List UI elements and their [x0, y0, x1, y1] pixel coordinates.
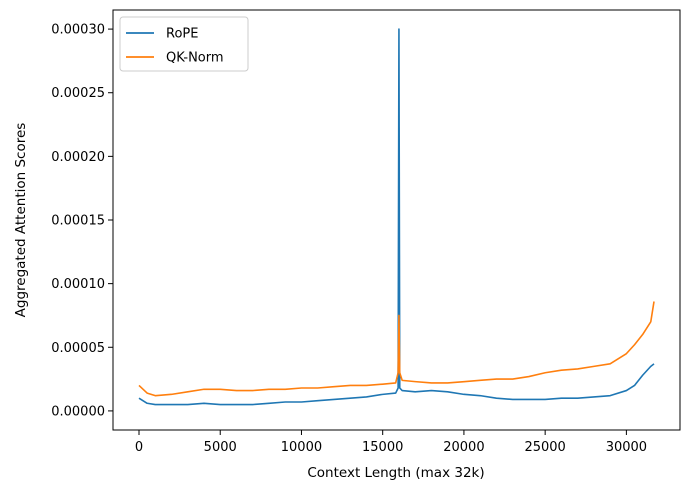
y-tick-label: 0.00015	[51, 214, 105, 229]
y-axis-ticks: 0.00000 0.00005 0.00010 0.00015 0.00020 0.000…	[51, 23, 113, 419]
x-tick-label: 10000	[281, 440, 322, 455]
x-tick-label: 0	[135, 440, 143, 455]
x-tick-label: 25000	[524, 440, 565, 455]
y-tick-label: 0.00030	[51, 23, 105, 38]
legend-label-0: RoPE	[166, 27, 198, 42]
legend: RoPE QK-Norm	[119, 16, 249, 72]
x-tick-label: 15000	[362, 440, 403, 455]
x-tick-label: 20000	[443, 440, 484, 455]
y-tick-label: 0.00025	[51, 86, 105, 101]
plot-lines	[138, 28, 655, 406]
series-line-0	[138, 28, 655, 406]
y-tick-label: 0.00000	[51, 404, 105, 419]
x-axis-label: Context Length (max 32k)	[307, 465, 484, 481]
y-tick-label: 0.00005	[51, 341, 105, 356]
x-tick-label: 30000	[606, 440, 647, 455]
y-tick-label: 0.00010	[51, 277, 105, 292]
legend-label-1: QK-Norm	[166, 51, 224, 66]
y-axis-label: Aggregated Attention Scores	[13, 123, 29, 318]
y-tick-label: 0.00020	[51, 150, 105, 165]
x-tick-label: 5000	[204, 440, 237, 455]
series-line-1	[138, 301, 655, 397]
x-axis-ticks: 0 5000 10000 15000 20000 25000 30000	[135, 430, 647, 455]
